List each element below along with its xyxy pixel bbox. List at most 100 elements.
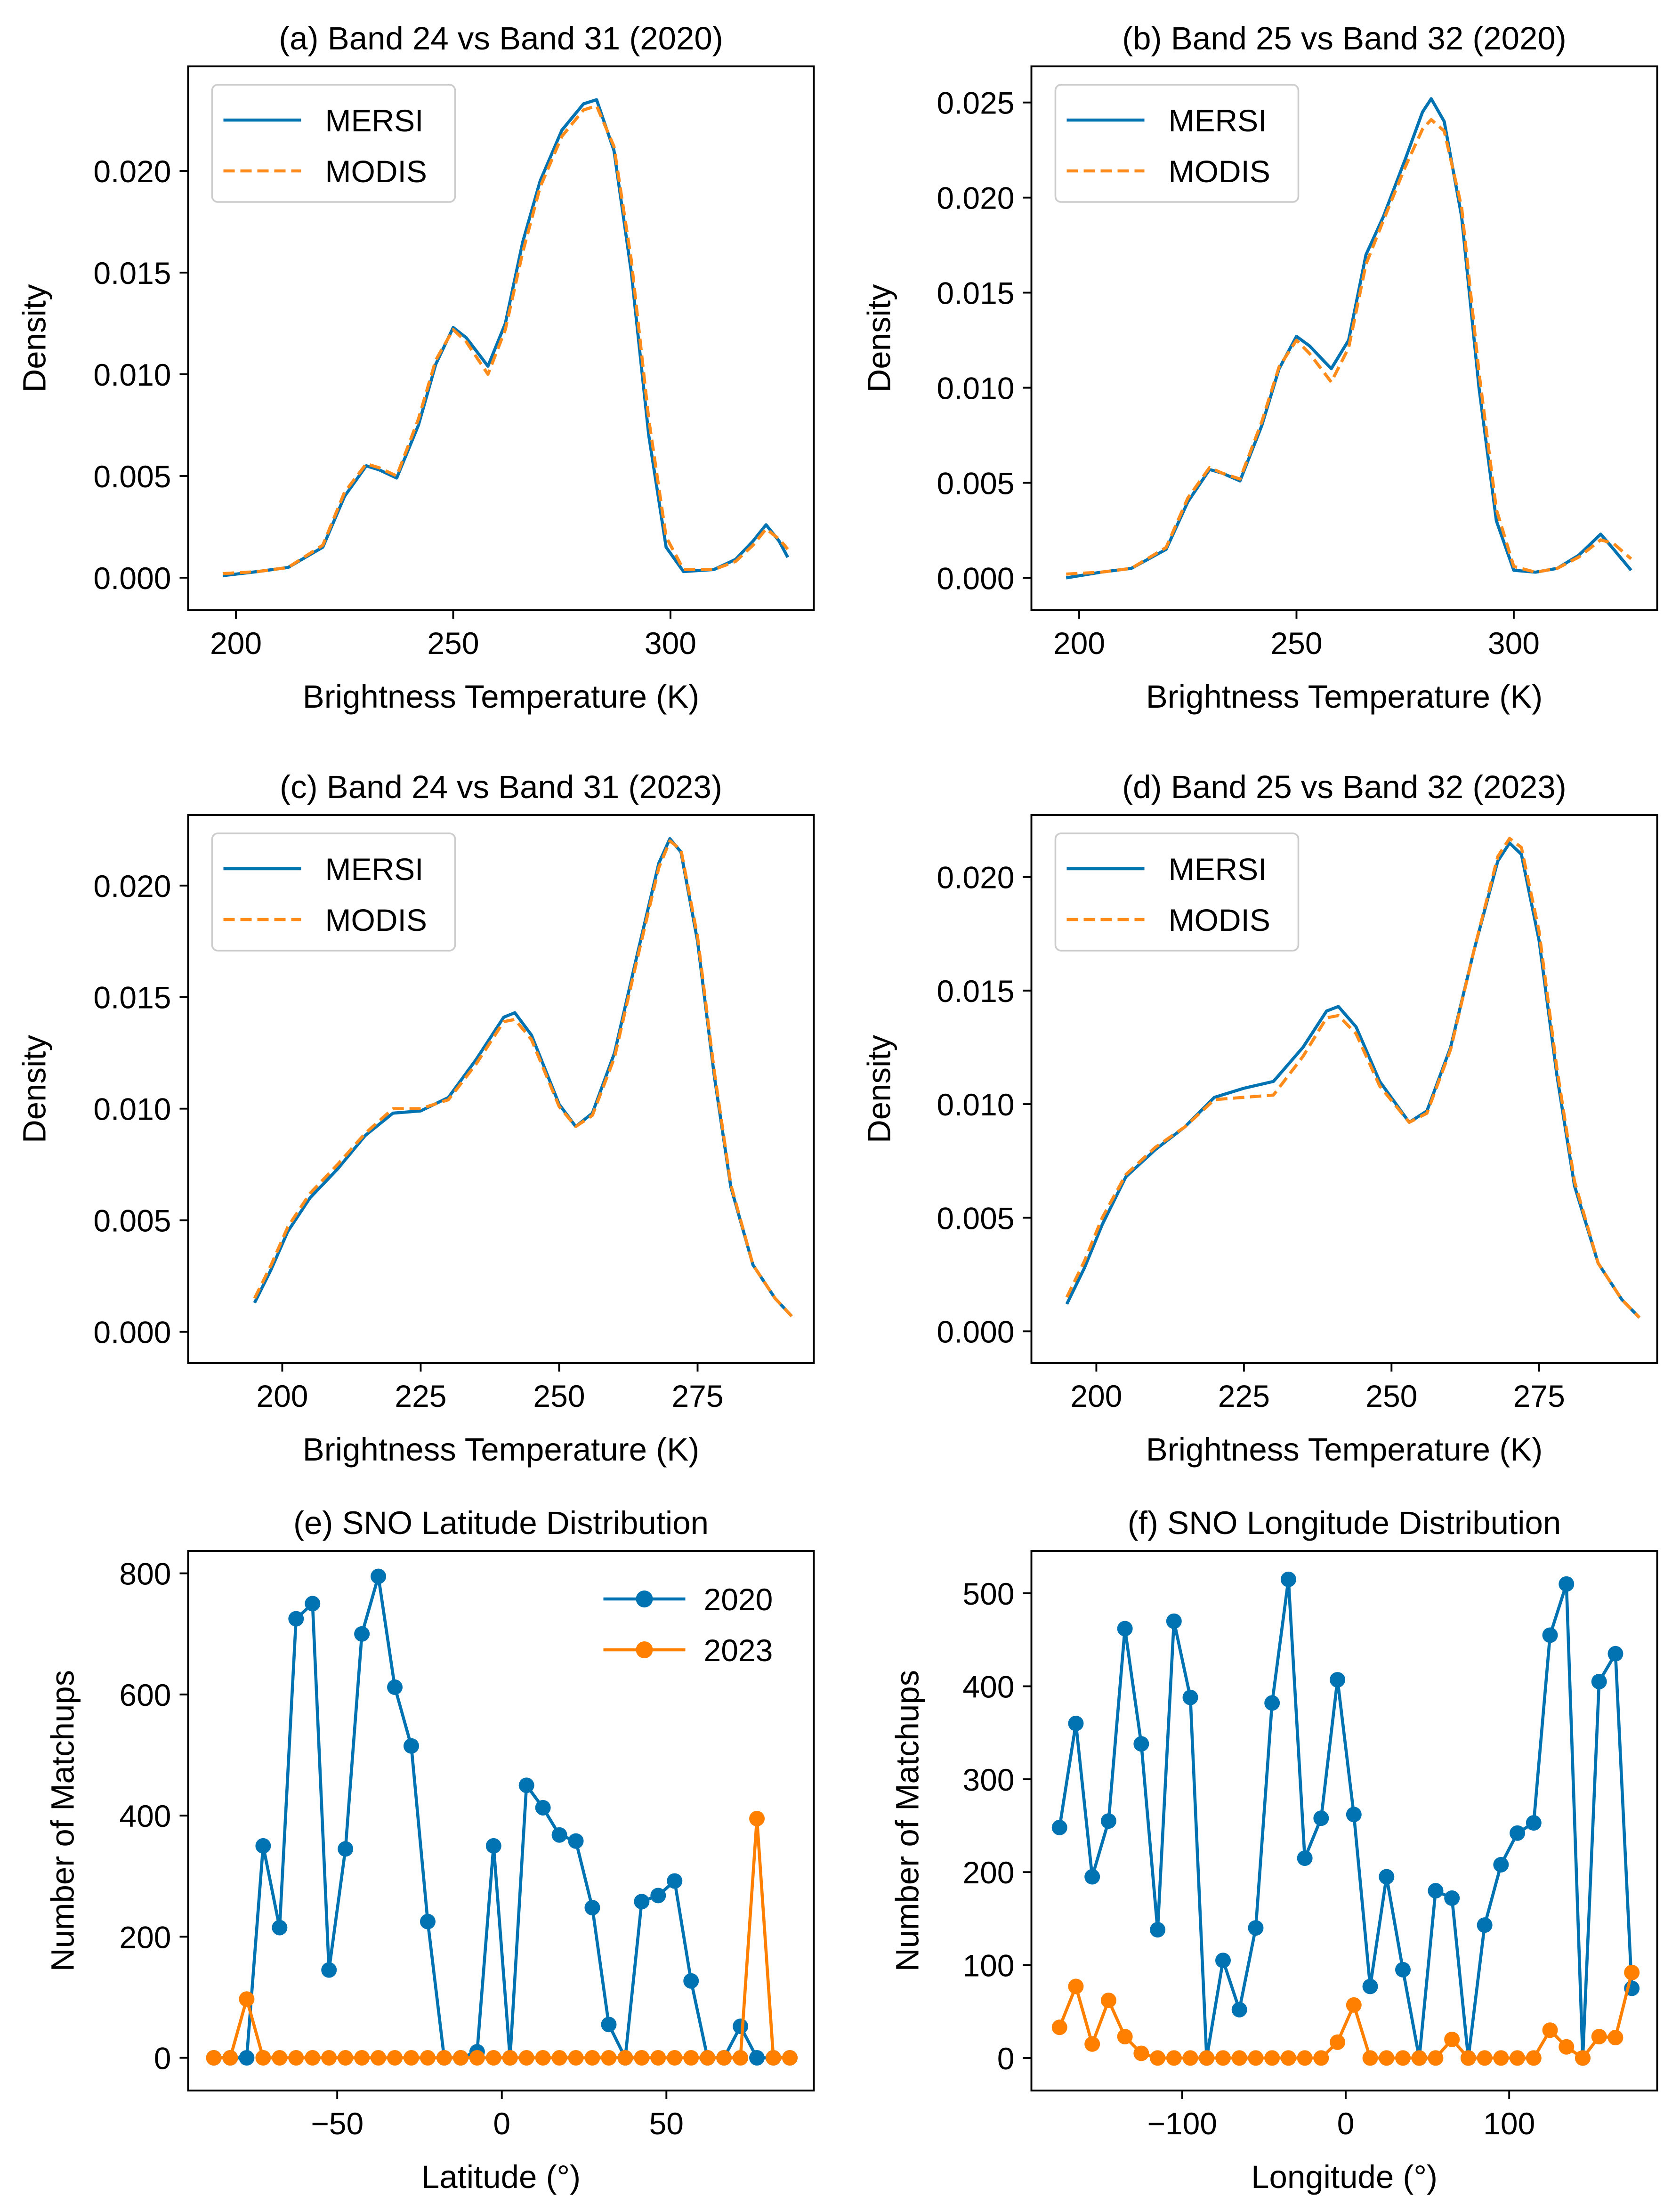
y-tick-label: 500 — [962, 1576, 1014, 1611]
data-point-2020 — [749, 2050, 765, 2066]
y-tick-label: 0.020 — [937, 181, 1014, 216]
panel-a: 200 250 300 0.000 0.005 0.010 0.015 0.020 (a) Ba… — [16, 20, 815, 715]
data-point-2023 — [716, 2050, 732, 2066]
x-tick-label: 50 — [649, 2106, 684, 2141]
x-axis-label: Longitude (°) — [1251, 2159, 1438, 2195]
data-point-2020 — [1166, 1613, 1182, 1629]
x-tick-label: 250 — [1365, 1379, 1417, 1413]
chart-title: (d) Band 25 vs Band 32 (2023) — [1122, 769, 1567, 805]
x-tick-label: 300 — [1488, 626, 1540, 661]
data-point-2023 — [1248, 2050, 1264, 2066]
data-point-2023 — [535, 2050, 551, 2066]
data-point-2023 — [1084, 2036, 1100, 2052]
data-point-2020 — [255, 1838, 271, 1854]
data-point-2020 — [1607, 1646, 1623, 1662]
data-point-2020 — [321, 1962, 337, 1978]
data-point-2023 — [749, 1810, 765, 1826]
data-point-2020 — [1264, 1695, 1280, 1711]
x-tick-label: 0 — [1337, 2106, 1355, 2141]
data-point-2023 — [338, 2050, 354, 2066]
panel-c: 200 225 250 275 0.000 0.005 0.010 0.015 0.020 (c)… — [16, 769, 815, 1468]
data-point-2023 — [485, 2050, 501, 2066]
data-point-2023 — [1150, 2050, 1166, 2066]
series-group — [206, 1568, 798, 2066]
legend-label: MODIS — [1169, 903, 1270, 937]
chart-title: (c) Band 24 vs Band 31 (2023) — [280, 769, 722, 805]
plot-frame — [1030, 814, 1658, 1364]
series-line-modis — [253, 839, 793, 1317]
x-axis-label: Brightness Temperature (K) — [1146, 678, 1543, 715]
legend-box — [1054, 832, 1300, 952]
y-axis-label: Density — [861, 1034, 897, 1143]
data-point-2023 — [1477, 2050, 1493, 2066]
series-line-modis — [1066, 118, 1632, 576]
data-point-2023 — [222, 2050, 238, 2066]
data-point-2023 — [667, 2050, 683, 2066]
y-tick-label: 200 — [119, 1920, 171, 1954]
data-point-2023 — [617, 2050, 633, 2066]
data-point-2020 — [1068, 1715, 1084, 1731]
x-tick-label: 200 — [210, 626, 262, 661]
data-point-2020 — [1526, 1815, 1542, 1831]
data-point-2020 — [272, 1920, 288, 1936]
x-tick-label: 200 — [256, 1379, 308, 1413]
y-tick-label: 300 — [962, 1762, 1014, 1797]
data-point-2023 — [1510, 2050, 1526, 2066]
data-point-2020 — [1100, 1813, 1116, 1829]
series-group — [253, 837, 793, 1317]
data-point-2020 — [1428, 1883, 1444, 1899]
series-group — [1065, 837, 1641, 1319]
x-tick-label: 300 — [645, 626, 696, 661]
data-point-2020 — [1150, 1922, 1166, 1938]
data-point-2023 — [387, 2050, 403, 2066]
x-tick-label: 250 — [427, 626, 479, 661]
y-tick-label: 200 — [962, 1855, 1014, 1890]
data-point-2023 — [1313, 2050, 1329, 2066]
data-point-2020 — [568, 1833, 584, 1849]
data-point-2020 — [1346, 1807, 1362, 1823]
x-tick-label: −100 — [1147, 2106, 1217, 2141]
legend-label: MODIS — [325, 154, 427, 189]
data-point-2023 — [782, 2050, 798, 2066]
data-point-2020 — [338, 1841, 354, 1857]
legend-box — [1054, 84, 1300, 203]
y-tick-label: 0.015 — [93, 256, 171, 291]
y-tick-label: 0.010 — [93, 357, 171, 392]
x-tick-label: −50 — [311, 2106, 363, 2141]
data-point-2020 — [485, 1838, 501, 1854]
x-axis-label: Brightness Temperature (K) — [303, 1431, 699, 1468]
data-point-2020 — [1542, 1627, 1558, 1643]
x-tick-label: 0 — [493, 2106, 510, 2141]
x-tick-label: 100 — [1483, 2106, 1535, 2141]
data-point-2023 — [469, 2050, 485, 2066]
data-point-2020 — [1215, 1953, 1231, 1969]
legend: MERSI MODIS — [211, 84, 456, 203]
data-point-2023 — [1559, 2039, 1575, 2055]
data-point-2020 — [683, 1973, 699, 1989]
y-tick-label: 0.025 — [937, 86, 1014, 121]
data-point-2020 — [239, 2050, 255, 2066]
data-point-2020 — [650, 1888, 666, 1904]
data-point-2020 — [1510, 1825, 1526, 1841]
data-point-2023 — [650, 2050, 666, 2066]
data-point-2023 — [568, 2050, 584, 2066]
data-point-2023 — [700, 2050, 716, 2066]
data-point-2023 — [272, 2050, 288, 2066]
legend-label: MERSI — [325, 852, 424, 887]
data-point-2023 — [1133, 2045, 1149, 2061]
x-tick-label: 275 — [671, 1379, 723, 1413]
data-point-2023 — [1493, 2050, 1509, 2066]
data-point-2023 — [634, 2050, 650, 2066]
legend-box — [211, 84, 456, 203]
data-point-2023 — [1117, 2029, 1133, 2045]
y-tick-label: 0.010 — [93, 1092, 171, 1127]
y-tick-label: 400 — [119, 1799, 171, 1833]
data-point-2023 — [1297, 2050, 1313, 2066]
series-line-modis — [1065, 837, 1641, 1319]
data-point-2023 — [1068, 1978, 1084, 1994]
data-point-2023 — [1215, 2050, 1231, 2066]
legend: MERSI MODIS — [1054, 84, 1300, 203]
y-axis-label: Number of Matchups — [889, 1670, 926, 1971]
x-tick-label: 200 — [1070, 1379, 1122, 1413]
